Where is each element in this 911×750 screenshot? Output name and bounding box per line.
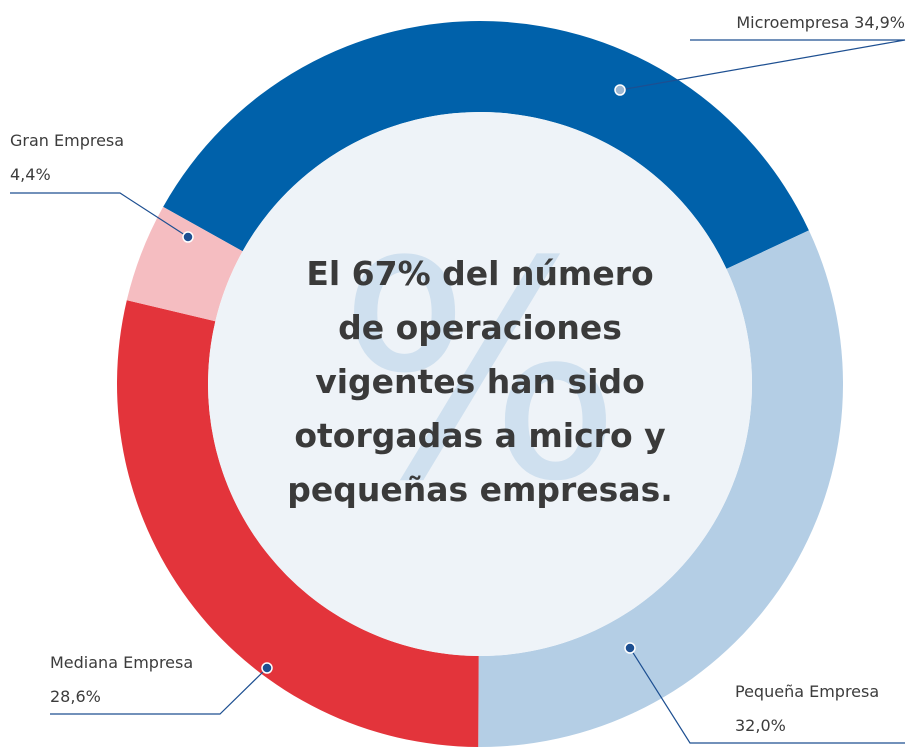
donut-segment — [478, 230, 843, 747]
leader-line — [619, 39, 906, 91]
slice-value: 32,0% — [735, 716, 786, 735]
center-text: vigentes han sido — [315, 362, 645, 401]
center-disc — [208, 112, 752, 656]
leader-line — [50, 667, 268, 715]
center-text: pequeñas empresas. — [287, 470, 673, 509]
slice-name: Pequeña Empresa — [735, 682, 879, 701]
leader-dot — [261, 662, 273, 674]
leader-dot — [182, 231, 194, 243]
slice-label: Microempresa 34,9% — [736, 13, 905, 32]
leader-line — [629, 647, 905, 744]
leader-dot — [614, 84, 626, 96]
slice-value: 4,4% — [10, 165, 51, 184]
slice-value: 28,6% — [50, 687, 101, 706]
slice-name: Mediana Empresa — [50, 653, 193, 672]
leader-line — [10, 192, 189, 238]
donut-segment — [126, 206, 243, 322]
slice-name: Microempresa — [736, 13, 849, 32]
leader-dot — [624, 642, 636, 654]
donut-segment — [116, 300, 479, 747]
center-text: de operaciones — [338, 308, 622, 347]
donut-segment — [163, 20, 809, 269]
watermark: % — [337, 198, 622, 547]
slice-name: Gran Empresa — [10, 131, 124, 150]
slice-value: 34,9% — [854, 13, 905, 32]
center-text: El 67% del número — [306, 254, 653, 293]
center-text: otorgadas a micro y — [294, 416, 665, 455]
